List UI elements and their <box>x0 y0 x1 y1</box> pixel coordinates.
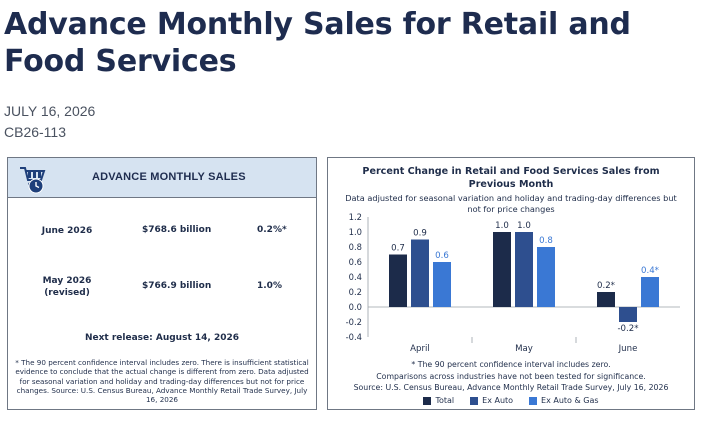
legend-swatch-ex-auto-gas <box>529 396 538 405</box>
y-tick-label: 0.8 <box>349 242 362 252</box>
bar-total <box>493 232 511 307</box>
data-label: 0.4* <box>641 266 660 276</box>
legend-label-total: Total <box>435 396 455 405</box>
y-tick-label: -0.2 <box>346 317 362 327</box>
chart-source: Source: U.S. Census Bureau, Advance Mont… <box>353 383 669 392</box>
row-label-june: June 2026 <box>41 226 93 236</box>
data-label: 0.2* <box>597 281 616 291</box>
bar-chart: 1.2 1.0 0.8 0.6 0.4 0.2 0.0 -0.2 -0.4 0.7 0.9 0.6 Ap… <box>346 212 680 354</box>
y-tick-label: 0.2 <box>349 287 362 297</box>
advance-monthly-sales-card: ADVANCE MONTHLY SALES June 2026 $768.6 b… <box>7 157 317 410</box>
shopping-cart-clock-icon <box>20 167 46 194</box>
sales-card-heading: ADVANCE MONTHLY SALES <box>92 171 246 183</box>
release-id: CB26-113 <box>4 124 67 140</box>
legend-item-total: Total <box>423 396 454 405</box>
data-label: 1.0 <box>517 221 531 231</box>
data-label: -0.2* <box>617 324 639 334</box>
bar-ex-auto-gas <box>537 247 555 307</box>
chart-subtitle: Data adjusted for seasonal variation and… <box>345 193 677 214</box>
x-tick-label: May <box>515 344 533 354</box>
page-title: Advance Monthly Sales for Retail and Foo… <box>4 7 631 79</box>
next-release: Next release: August 14, 2026 <box>84 333 239 343</box>
sales-card-header: ADVANCE MONTHLY SALES <box>8 158 316 198</box>
bar-ex-auto <box>411 239 429 307</box>
legend-swatch-ex-auto <box>470 396 479 405</box>
release-date: JULY 16, 2026 <box>4 103 96 119</box>
x-tick-label: June <box>618 344 638 354</box>
row-change-june: 0.2%* <box>257 225 287 235</box>
row-label-may: May 2026 (revised) <box>42 276 92 298</box>
row-value-may: $766.9 billion <box>142 281 212 291</box>
y-tick-label: 1.2 <box>349 212 362 222</box>
legend-item-ex-auto-gas: Ex Auto & Gas <box>529 396 599 405</box>
chart-title: Percent Change in Retail and Food Servic… <box>362 166 660 190</box>
bar-ex-auto-gas <box>433 262 451 307</box>
data-label: 0.8 <box>539 236 553 246</box>
legend-swatch-total <box>423 396 432 405</box>
percent-change-chart-card: Percent Change in Retail and Food Servic… <box>327 157 695 410</box>
y-tick-label: 1.0 <box>349 227 362 237</box>
chart-legend: Total Ex Auto Ex Auto & Gas <box>328 396 694 405</box>
y-tick-label: 0.0 <box>349 302 362 312</box>
bar-ex-auto-gas <box>641 277 659 307</box>
x-tick-label: April <box>410 344 430 354</box>
data-label: 0.6 <box>435 251 449 261</box>
bar-total <box>597 292 615 307</box>
y-tick-label: 0.6 <box>349 257 362 267</box>
data-label: 0.9 <box>413 229 427 239</box>
sales-footnote: * The 90 percent confidence interval inc… <box>15 358 309 405</box>
bar-ex-auto <box>515 232 533 307</box>
legend-label-ex-auto-gas: Ex Auto & Gas <box>541 396 599 405</box>
data-label: 1.0 <box>495 221 509 231</box>
row-value-june: $768.6 billion <box>142 225 212 235</box>
legend-label-ex-auto: Ex Auto <box>482 396 514 405</box>
chart-note-comparisons: Comparisons across industries have not b… <box>376 372 646 381</box>
y-tick-label: -0.4 <box>346 332 362 342</box>
row-change-may: 1.0% <box>257 281 282 291</box>
chart-note-confidence: * The 90 percent confidence interval inc… <box>411 360 611 369</box>
data-label: 0.7 <box>391 244 405 254</box>
legend-item-ex-auto: Ex Auto <box>470 396 513 405</box>
bar-total <box>389 254 407 307</box>
bar-ex-auto <box>619 307 637 322</box>
y-tick-label: 0.4 <box>349 272 362 282</box>
